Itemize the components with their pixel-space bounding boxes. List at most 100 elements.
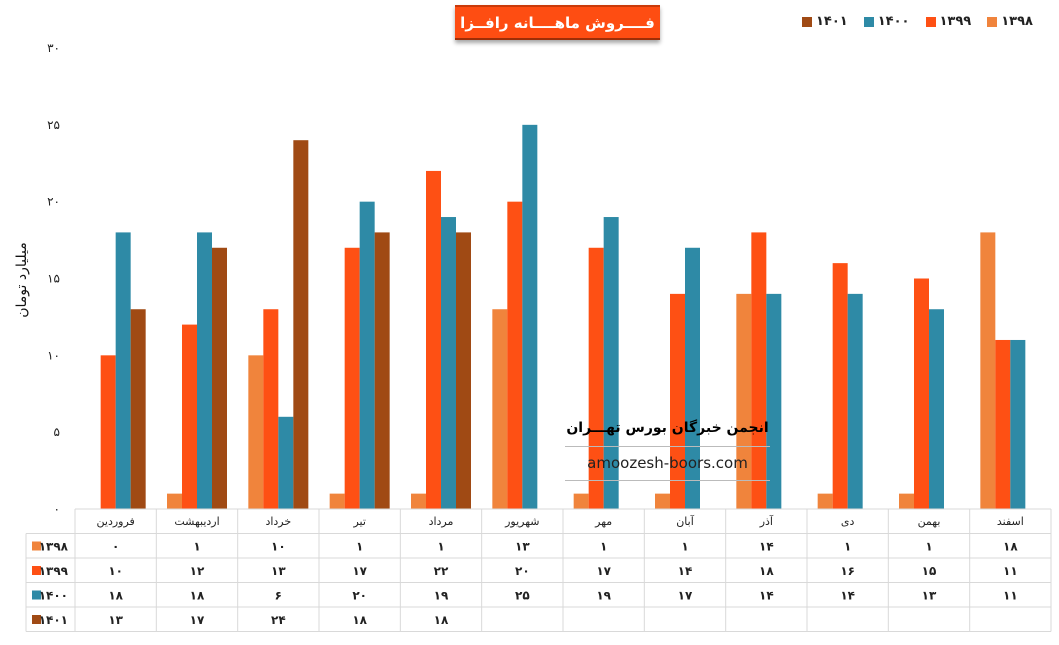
data-label: ۱۴ — [840, 589, 855, 603]
data-label: ۱ — [600, 540, 607, 554]
data-label: ۱۶ — [840, 564, 855, 578]
y-tick-label: ۰ — [54, 502, 60, 516]
bar — [603, 217, 619, 510]
category-label: آبان — [676, 514, 694, 528]
data-label: ۲۰ — [515, 564, 530, 578]
bar — [374, 232, 390, 509]
y-tick-label: ۵ — [54, 425, 60, 439]
category-label: آذر — [759, 514, 774, 528]
divider — [565, 446, 770, 447]
category-label: خرداد — [265, 515, 291, 528]
category-label: بهمن — [918, 515, 941, 528]
data-label: ۱۲ — [190, 564, 205, 578]
bar — [1010, 339, 1026, 509]
bar — [573, 493, 589, 509]
data-label: ۱۴ — [759, 589, 774, 603]
data-label: ۲۵ — [515, 589, 530, 603]
bar — [685, 247, 700, 509]
data-label: ۱۷ — [190, 613, 205, 627]
bar — [344, 247, 360, 509]
data-label: ۱۱ — [1003, 564, 1018, 578]
category-label: تیر — [352, 515, 365, 528]
legend-label: ۱۴۰۰ — [877, 14, 910, 29]
bar — [293, 140, 309, 509]
legend-key — [32, 590, 41, 600]
data-label: ۱۰ — [108, 564, 123, 578]
data-label: ۱۴ — [678, 564, 693, 578]
bar — [411, 493, 426, 509]
data-label: ۱۷ — [352, 564, 367, 578]
bar — [522, 124, 538, 509]
data-label: ۱۰ — [271, 540, 286, 554]
legend-swatch — [925, 16, 936, 27]
data-label: ۱۹ — [434, 589, 449, 603]
data-label: ۱ — [681, 540, 688, 554]
bar — [456, 232, 471, 509]
row-header: ۱۴۰۰ — [39, 589, 68, 603]
category-label: دی — [841, 515, 855, 528]
bar — [588, 247, 604, 509]
bar — [655, 493, 670, 509]
bar — [197, 232, 212, 509]
watermark-persian: انجمن خبرگان بورس تهـــران — [566, 420, 769, 436]
data-label: ۱۸ — [352, 613, 367, 627]
bar — [212, 247, 227, 509]
y-tick-label: ۳۰ — [47, 41, 60, 55]
bar — [182, 324, 197, 509]
data-label: ۱۳ — [271, 564, 286, 578]
data-label: ۱۱ — [1003, 589, 1018, 603]
bar — [751, 232, 767, 509]
bar — [914, 278, 929, 509]
data-label: ۱۸ — [434, 613, 449, 627]
y-axis-label: میلیارد تومان — [14, 242, 30, 318]
bar — [278, 416, 294, 509]
legend-item: ۱۳۹۸ — [987, 14, 1033, 29]
data-label: ۲۴ — [271, 613, 286, 627]
bar — [167, 493, 182, 509]
legend-label: ۱۴۰۱ — [816, 14, 848, 29]
legend-key — [32, 541, 41, 551]
data-label: ۱ — [356, 540, 363, 554]
y-tick-label: ۱۰ — [47, 348, 60, 362]
legend: ۱۳۹۸ ۱۳۹۹ ۱۴۰۰ ۱۴۰۱ — [802, 14, 1033, 29]
y-tick-label: ۱۵ — [47, 272, 60, 286]
data-label: ۱ — [193, 540, 200, 554]
watermark-url: amoozesh-boors.com — [587, 454, 748, 472]
legend-label: ۱۳۹۹ — [939, 14, 972, 29]
bar — [426, 170, 441, 509]
data-label: ۱۳ — [515, 540, 530, 554]
data-label: ۶ — [275, 589, 282, 603]
data-label: ۲۲ — [434, 564, 449, 578]
bar — [100, 355, 116, 509]
data-label: ۱۹ — [596, 589, 611, 603]
bar — [359, 201, 375, 509]
data-label: ۱۴ — [759, 540, 774, 554]
row-header: ۱۳۹۸ — [39, 540, 69, 554]
bar — [263, 309, 279, 509]
bar — [492, 309, 508, 509]
data-label: ۱۸ — [1003, 540, 1018, 554]
row-header: ۱۳۹۹ — [39, 564, 69, 578]
data-label: ۱ — [437, 540, 444, 554]
bar — [248, 355, 264, 509]
divider — [565, 480, 770, 481]
y-tick-label: ۲۵ — [47, 118, 60, 132]
bar — [847, 293, 863, 509]
data-label: ۱۷ — [678, 589, 693, 603]
category-label: اسفند — [997, 515, 1024, 528]
data-label: ۱۸ — [190, 589, 205, 603]
bar — [329, 493, 345, 509]
data-label: ۰ — [112, 540, 119, 554]
watermark: انجمن خبرگان بورس تهـــران amoozesh-boor… — [565, 420, 770, 481]
legend-item: ۱۴۰۱ — [802, 14, 848, 29]
data-label: ۱۳ — [108, 613, 123, 627]
category-label: مهر — [594, 515, 612, 528]
bar — [766, 293, 782, 509]
bar — [980, 232, 996, 509]
bar — [832, 263, 848, 509]
data-label: ۱۸ — [759, 564, 774, 578]
data-label: ۱۳ — [922, 589, 937, 603]
bar — [899, 493, 914, 509]
data-label: ۱۸ — [108, 589, 123, 603]
